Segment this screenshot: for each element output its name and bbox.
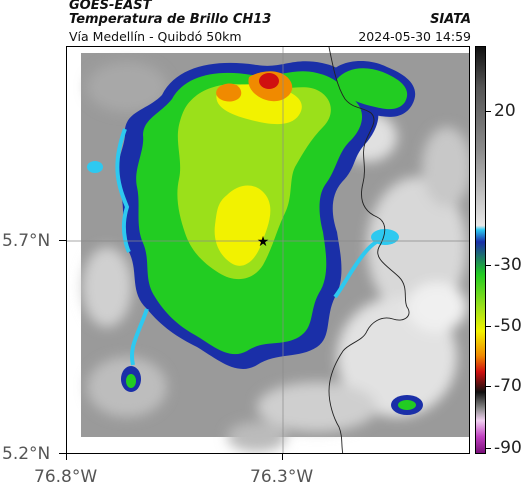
cloud-orange-west [216,83,242,102]
colorbar-label-minus90: -90 [494,438,522,458]
colorbar-label-minus70: -70 [494,376,522,396]
satellite-source-title: GOES-EAST [69,0,152,13]
gray-texture [82,62,469,452]
cloud-red-cell [259,73,279,89]
organization-label: SIATA [430,12,471,27]
colorbar-label-minus50: -50 [494,316,522,336]
lon-label-76.8: 76.8°W [34,467,98,487]
country-boundary [328,47,410,453]
datetime-label: 2024-05-30 14:59 [358,29,471,44]
satellite-image: ★ [67,47,469,453]
cloud-green-northeast [336,68,408,110]
product-title: Temperatura de Brillo CH13 [69,12,272,27]
star-marker: ★ [257,234,270,250]
map-panel: ★ [66,46,470,454]
colorbar [475,46,486,454]
lon-label-76.3: 76.3°W [250,467,314,487]
colorbar-label-20: 20 [494,101,516,121]
route-label: Vía Medellín - Quibdó 50km [69,29,242,44]
lat-label-5.2: 5.2°N [2,444,51,464]
cloud-yellow-core [214,185,271,266]
colorbar-label-minus30: -30 [494,255,522,275]
lat-label-5.7: 5.7°N [2,231,51,251]
